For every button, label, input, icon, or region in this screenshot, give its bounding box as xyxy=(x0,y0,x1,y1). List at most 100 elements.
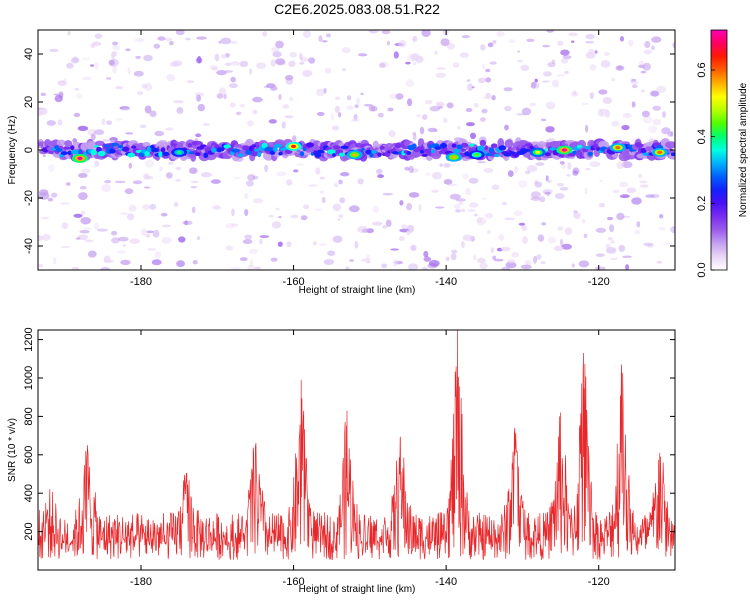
heat-band-peak xyxy=(494,153,500,158)
heat-speckle xyxy=(159,166,163,172)
heat-band-peak xyxy=(365,149,373,155)
heat-speckle xyxy=(174,179,181,182)
heat-speckle xyxy=(546,30,554,33)
heat-speckle xyxy=(431,189,439,193)
heat-speckle xyxy=(500,246,511,252)
heat-band-peak xyxy=(522,148,531,153)
heat-band-peak xyxy=(254,148,259,152)
heat-speckle xyxy=(145,233,150,238)
heat-speckle xyxy=(299,61,305,65)
heat-speckle xyxy=(492,40,497,44)
heat-speckle xyxy=(90,64,94,67)
heat-speckle xyxy=(269,85,278,91)
heat-speckle xyxy=(544,191,551,195)
y-tick-label: -20 xyxy=(23,190,35,206)
heat-band-peak xyxy=(340,145,349,150)
heat-band-peak xyxy=(379,145,385,150)
heat-speckle xyxy=(468,177,479,184)
heat-speckle xyxy=(581,102,589,106)
heat-speckle xyxy=(119,212,129,215)
heat-speckle xyxy=(288,60,296,68)
heat-band-peak xyxy=(374,147,379,151)
heat-speckle xyxy=(316,88,325,97)
spectrogram-heat xyxy=(38,30,675,270)
heat-speckle xyxy=(511,251,519,258)
heat-speckle xyxy=(656,85,667,93)
heat-speckle xyxy=(536,254,542,260)
heat-band-peak xyxy=(421,153,428,157)
heat-band-peak xyxy=(327,149,336,155)
snr-y-ticks: 200 400 600 800 1000 1200 xyxy=(23,327,675,541)
heat-speckle xyxy=(112,65,117,74)
heat-speckle xyxy=(368,30,379,34)
heat-band-peak xyxy=(203,152,209,159)
heat-speckle xyxy=(419,126,425,135)
heat-speckle xyxy=(445,256,450,262)
heat-speckle xyxy=(535,162,545,166)
heat-speckle xyxy=(160,212,168,217)
heat-speckle xyxy=(640,70,647,74)
heat-speckle xyxy=(545,101,556,110)
heat-speckle xyxy=(412,36,418,42)
heat-speckle xyxy=(589,92,594,100)
heat-speckle xyxy=(128,204,137,212)
heat-speckle xyxy=(553,245,564,251)
heat-speckle xyxy=(51,192,58,198)
heat-speckle xyxy=(104,180,112,184)
heat-speckle xyxy=(218,87,227,95)
heat-band-peak xyxy=(67,150,72,156)
heat-speckle xyxy=(408,192,420,198)
heat-speckle xyxy=(644,40,651,49)
heat-speckle xyxy=(42,154,47,157)
heat-speckle xyxy=(379,61,390,68)
heat-speckle xyxy=(332,203,342,212)
heat-speckle xyxy=(175,30,185,36)
heat-speckle xyxy=(191,206,196,214)
heat-speckle xyxy=(147,248,157,251)
snr-x-label: Height of straight line (km) xyxy=(299,584,416,595)
heat-speckle xyxy=(319,190,325,194)
heat-speckle xyxy=(440,38,450,47)
heat-speckle xyxy=(331,125,340,131)
heat-speckle xyxy=(518,180,528,188)
heat-band-peak xyxy=(219,147,225,152)
heat-speckle xyxy=(270,59,276,67)
y-tick-label: 200 xyxy=(23,522,35,540)
heat-speckle xyxy=(315,167,321,175)
heat-speckle xyxy=(622,113,632,118)
heat-speckle xyxy=(436,67,446,70)
heat-speckle xyxy=(372,205,379,214)
heat-speckle xyxy=(176,107,184,114)
heat-speckle xyxy=(141,83,148,89)
heat-speckle xyxy=(84,239,94,243)
heat-speckle xyxy=(573,212,581,220)
heat-speckle xyxy=(443,117,448,124)
heat-speckle xyxy=(405,61,411,65)
heat-speckle xyxy=(334,105,340,113)
heat-speckle xyxy=(650,90,660,97)
heat-speckle xyxy=(387,40,391,46)
heat-speckle xyxy=(585,51,596,59)
heat-speckle xyxy=(218,40,222,44)
heat-speckle xyxy=(540,261,546,265)
heat-speckle xyxy=(152,229,160,238)
heat-speckle xyxy=(589,161,601,168)
heat-speckle xyxy=(530,82,540,89)
y-tick-label: 400 xyxy=(23,484,35,502)
heat-speckle xyxy=(271,47,280,53)
heat-speckle xyxy=(578,260,590,268)
heat-speckle xyxy=(245,180,254,187)
heat-speckle xyxy=(77,125,89,131)
spectrogram-y-ticks: -40 -20 0 20 40 xyxy=(23,48,675,254)
heat-speckle xyxy=(392,259,398,267)
heat-speckle xyxy=(224,70,234,73)
heat-speckle xyxy=(387,107,394,112)
heat-speckle xyxy=(225,222,235,229)
heat-speckle xyxy=(73,213,83,218)
heat-speckle xyxy=(282,104,290,109)
heat-speckle xyxy=(348,205,360,213)
heat-speckle xyxy=(338,214,344,219)
colorbar-gradient xyxy=(711,30,727,270)
heat-band-peak xyxy=(392,151,399,155)
